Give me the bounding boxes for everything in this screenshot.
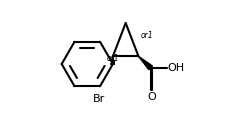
Text: Br: Br (93, 94, 105, 104)
Text: or1: or1 (140, 31, 153, 40)
Text: O: O (147, 92, 156, 102)
Polygon shape (139, 56, 152, 70)
Text: OH: OH (167, 63, 184, 73)
Text: or1: or1 (107, 54, 120, 63)
